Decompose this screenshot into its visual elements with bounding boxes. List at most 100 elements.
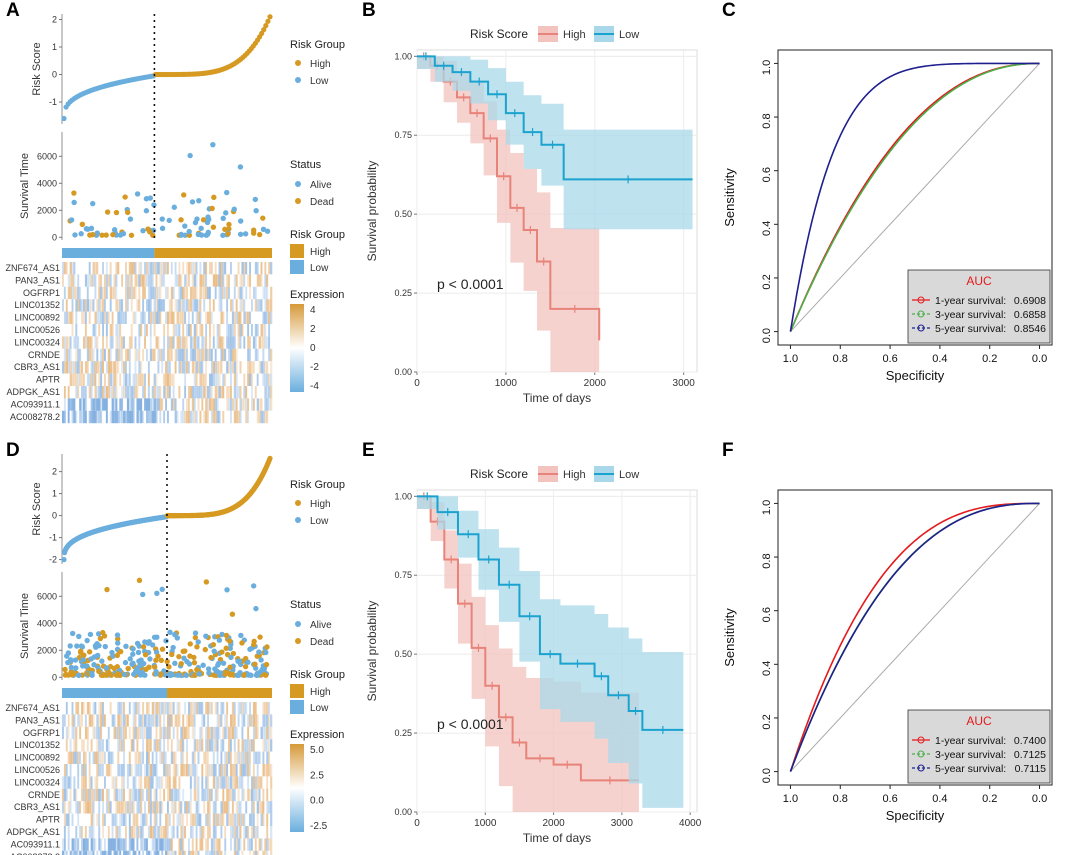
panel-a-heat-cell <box>220 336 223 349</box>
panel-f-diagonal <box>790 503 1040 772</box>
panel-d-heat-cell <box>123 788 126 802</box>
panel-d-group-legend-high-label: High <box>310 687 331 698</box>
panel-a-heat-cell <box>104 373 107 386</box>
panel-d-heat-cell <box>214 801 217 814</box>
panel-d-heat-cell <box>256 739 259 752</box>
panel-a-heat-cell <box>237 373 240 386</box>
panel-a-heat-cell <box>197 361 200 374</box>
panel-d-heat-cell <box>209 726 212 740</box>
panel-a-heat-cell <box>188 336 191 349</box>
panel-d-surv-point <box>142 672 148 678</box>
panel-d-surv-point <box>181 655 187 661</box>
panel-a-heat-cell <box>77 386 80 399</box>
panel-d-heat-cell <box>71 726 74 740</box>
panel-d-surv-point <box>74 643 80 649</box>
panel-d-heat-cell <box>233 788 237 802</box>
panel-a-heat-cell <box>174 398 177 411</box>
panel-d-surv-point <box>192 672 198 678</box>
panel-a-heat-cell <box>123 373 126 386</box>
panel-d-heat-cell <box>165 714 168 727</box>
panel-a-heat-cell <box>63 410 67 424</box>
panel-a-heat-cell <box>96 348 99 362</box>
panel-d-heat-cell <box>84 826 88 839</box>
panel-d-heat-cell <box>92 702 95 715</box>
panel-a-heat-cell <box>113 299 116 312</box>
panel-a-heat-cell <box>109 324 112 337</box>
panel-a-heat-cell <box>94 311 97 324</box>
panel-d-heat-cell <box>270 788 273 802</box>
panel-d-heat-cell <box>132 726 135 740</box>
panel-a-heat-cell <box>149 348 153 362</box>
panel-d-heat-cell <box>161 764 164 777</box>
panel-d-surv-point <box>114 664 121 670</box>
panel-a-heat-cell <box>226 311 229 324</box>
panel-a-heat-cell <box>168 348 172 362</box>
panel-a-heat-cell <box>176 274 179 287</box>
panel-a-heat-cell <box>94 410 97 424</box>
panel-a-heat-cell <box>268 286 271 300</box>
panel-a-heat-cell <box>193 386 196 399</box>
panel-a-heat-cell <box>151 262 154 275</box>
panel-a-heat-cell <box>195 410 198 424</box>
panel-a-heat-cell <box>201 324 204 337</box>
panel-d-heat-cell <box>125 726 128 740</box>
panel-a-heat-cell <box>144 361 147 374</box>
panel-d-heat-cell <box>65 788 69 802</box>
panel-a-heat-cell <box>237 299 240 312</box>
panel-a-heat-cell <box>195 299 198 312</box>
panel-d-heat-cell <box>252 751 256 764</box>
panel-a-heat-cell <box>128 348 132 362</box>
panel-d-surv-point <box>153 671 159 677</box>
panel-a-heat-cell <box>69 311 72 324</box>
panel-a-heat-cell <box>197 286 200 300</box>
panel-a-heat-cell <box>224 262 227 275</box>
panel-d-heat-cell <box>73 838 76 851</box>
panel-d-heat-cell <box>168 826 172 839</box>
panel-a-heat-cell <box>262 286 265 300</box>
panel-d-heat-cell <box>252 813 256 826</box>
panel-a-heat-cell <box>201 361 204 374</box>
panel-d-heat-cell <box>92 751 95 764</box>
panel-a-heat-cell <box>182 398 185 411</box>
panel-d-heat-cell <box>84 788 88 802</box>
panel-d-heat-cell <box>233 751 237 764</box>
panel-d-heat-cell <box>62 751 65 764</box>
panel-d-heat-cell <box>235 726 238 740</box>
panel-d-heat-cell <box>228 764 231 777</box>
panel-a-heat-cell <box>270 398 273 411</box>
panel-a-heat-cell <box>92 398 95 411</box>
panel-a-heat-cell <box>104 386 107 399</box>
panel-a-heat-cell <box>170 311 174 324</box>
panel-d-heat-cell <box>107 826 111 839</box>
panel-d-surv-point <box>96 642 102 649</box>
panel-a-heat-cell <box>115 262 118 275</box>
panel-a-heat-cell <box>189 361 193 374</box>
panel-a-heat-cell <box>191 274 195 287</box>
panel-d-heat-cell <box>256 714 259 727</box>
panel-a-heat-cell <box>197 386 200 399</box>
panel-d-heat-cell <box>237 776 240 789</box>
panel-a-heat-cell <box>254 299 258 312</box>
panel-a-heat-cell <box>247 336 250 349</box>
panel-a-heat-cell <box>159 324 162 337</box>
panel-d-heat-cell <box>203 838 206 851</box>
panel-d-heat-cell <box>239 788 242 802</box>
panel-d-gene-label: CRNDE <box>28 790 60 800</box>
panel-d-heat-cell <box>81 714 84 727</box>
panel-a-heat-cell <box>113 361 116 374</box>
panel-f-legend-auc-1: 0.7400 <box>1014 735 1046 747</box>
panel-a-surv-point <box>182 223 188 229</box>
panel-d-gene-label: APTR <box>36 815 61 825</box>
panel-d-heat-cell <box>260 788 263 802</box>
panel-a-heat-cell <box>226 299 229 312</box>
panel-a-heat-cell <box>210 311 214 324</box>
panel-a-heat-cell <box>264 410 267 424</box>
panel-a-heat-cell <box>117 262 120 275</box>
panel-a-surv-point <box>209 205 215 212</box>
panel-d-heat-cell <box>149 714 153 727</box>
panel-d-heat-cell <box>144 714 147 727</box>
panel-d-heat-cell <box>125 739 128 752</box>
panel-a-heat-cell <box>222 262 225 275</box>
panel-a-heat-cell <box>218 311 221 324</box>
panel-d-heat-cell <box>140 751 143 764</box>
